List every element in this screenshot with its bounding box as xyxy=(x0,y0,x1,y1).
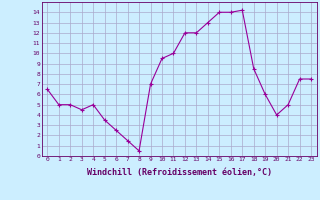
X-axis label: Windchill (Refroidissement éolien,°C): Windchill (Refroidissement éolien,°C) xyxy=(87,168,272,177)
